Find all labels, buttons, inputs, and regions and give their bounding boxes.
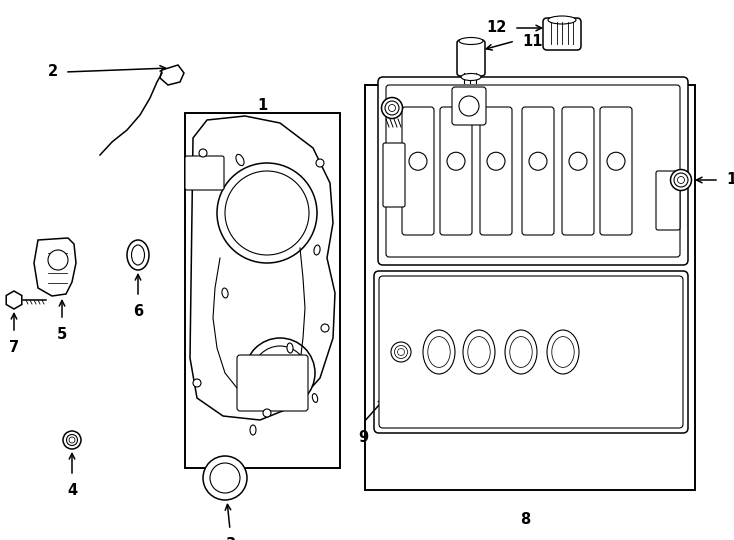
Circle shape: [529, 152, 547, 170]
Ellipse shape: [552, 336, 574, 367]
Circle shape: [199, 149, 207, 157]
Circle shape: [316, 159, 324, 167]
Text: 3: 3: [225, 537, 235, 540]
Circle shape: [398, 348, 404, 355]
Text: 2: 2: [48, 64, 58, 79]
Circle shape: [48, 250, 68, 270]
FancyBboxPatch shape: [522, 107, 554, 235]
Text: 7: 7: [9, 340, 19, 355]
Ellipse shape: [428, 336, 450, 367]
Ellipse shape: [236, 154, 244, 166]
Circle shape: [193, 379, 201, 387]
Text: 5: 5: [57, 327, 67, 342]
Text: 10: 10: [726, 172, 734, 187]
Circle shape: [225, 171, 309, 255]
FancyBboxPatch shape: [378, 77, 688, 265]
Polygon shape: [34, 238, 76, 296]
Text: 10: 10: [382, 155, 402, 170]
Ellipse shape: [505, 330, 537, 374]
Circle shape: [674, 173, 688, 187]
FancyBboxPatch shape: [452, 87, 486, 125]
Circle shape: [409, 152, 427, 170]
Polygon shape: [6, 291, 22, 309]
Text: 11: 11: [522, 33, 542, 49]
FancyBboxPatch shape: [185, 156, 224, 190]
Ellipse shape: [463, 330, 495, 374]
Polygon shape: [190, 116, 335, 420]
Ellipse shape: [548, 16, 576, 24]
Bar: [365, 85, 695, 490]
Circle shape: [217, 163, 317, 263]
Ellipse shape: [461, 73, 481, 80]
Circle shape: [203, 456, 247, 500]
Bar: [185, 113, 340, 468]
Circle shape: [391, 342, 411, 362]
Ellipse shape: [250, 425, 256, 435]
Circle shape: [321, 324, 329, 332]
Ellipse shape: [510, 336, 532, 367]
Circle shape: [447, 152, 465, 170]
FancyBboxPatch shape: [237, 355, 308, 411]
FancyBboxPatch shape: [386, 85, 680, 257]
Text: 12: 12: [487, 21, 507, 36]
Circle shape: [459, 96, 479, 116]
Circle shape: [63, 431, 81, 449]
FancyBboxPatch shape: [402, 107, 434, 235]
Ellipse shape: [547, 330, 579, 374]
Ellipse shape: [314, 245, 320, 255]
Circle shape: [67, 435, 78, 446]
FancyBboxPatch shape: [379, 276, 683, 428]
Circle shape: [670, 170, 691, 191]
Circle shape: [245, 338, 315, 408]
Circle shape: [569, 152, 587, 170]
FancyBboxPatch shape: [543, 18, 581, 50]
Ellipse shape: [468, 336, 490, 367]
Ellipse shape: [313, 394, 318, 402]
Text: 6: 6: [133, 304, 143, 319]
Circle shape: [253, 346, 307, 400]
Ellipse shape: [222, 288, 228, 298]
Circle shape: [263, 409, 271, 417]
FancyBboxPatch shape: [656, 171, 680, 230]
Text: 4: 4: [67, 483, 77, 498]
Polygon shape: [160, 65, 184, 85]
Circle shape: [487, 152, 505, 170]
FancyBboxPatch shape: [600, 107, 632, 235]
Ellipse shape: [459, 37, 483, 44]
Circle shape: [210, 463, 240, 493]
FancyBboxPatch shape: [562, 107, 594, 235]
Ellipse shape: [287, 343, 293, 353]
Text: 1: 1: [257, 98, 267, 112]
Circle shape: [677, 177, 685, 184]
FancyBboxPatch shape: [440, 107, 472, 235]
Circle shape: [69, 437, 75, 443]
Circle shape: [385, 101, 399, 115]
FancyBboxPatch shape: [374, 271, 688, 433]
Circle shape: [388, 105, 396, 111]
Circle shape: [607, 152, 625, 170]
FancyBboxPatch shape: [383, 143, 405, 207]
Ellipse shape: [423, 330, 455, 374]
Circle shape: [394, 346, 407, 359]
FancyBboxPatch shape: [480, 107, 512, 235]
Text: 8: 8: [520, 512, 530, 528]
Circle shape: [382, 98, 402, 118]
Text: 9: 9: [358, 430, 368, 445]
Ellipse shape: [127, 240, 149, 270]
Ellipse shape: [131, 245, 145, 265]
FancyBboxPatch shape: [457, 40, 485, 76]
